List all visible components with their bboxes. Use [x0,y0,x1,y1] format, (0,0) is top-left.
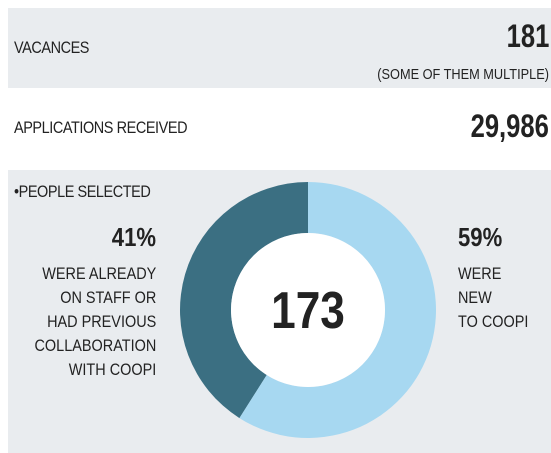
row-value: 181 [506,18,549,54]
donut-hole [231,233,385,387]
row-label: VACANCES [14,38,90,57]
vacancies-row: VACANCES 181 (SOME OF THEM MULTIPLE) [8,8,551,88]
row-value: 29,986 [470,108,549,144]
value-label: 59% [458,222,503,252]
donut-slice [179,182,308,419]
row-note: (SOME OF THEM MULTIPLE) [377,66,549,83]
chart-title: •PEOPLE SELECTED [14,182,151,201]
donut-slice [239,182,436,438]
value-label: 41% [111,222,156,252]
category-label: WERE ALREADY ON STAFF OR HAD PREVIOUS CO… [34,264,156,379]
row-label: APPLICATIONS RECEIVED [14,118,188,137]
category-label: WERE NEW TO COOPI [458,264,529,331]
applications-row: APPLICATIONS RECEIVED 29,986 [8,98,551,160]
center-label: 173 [271,282,345,340]
